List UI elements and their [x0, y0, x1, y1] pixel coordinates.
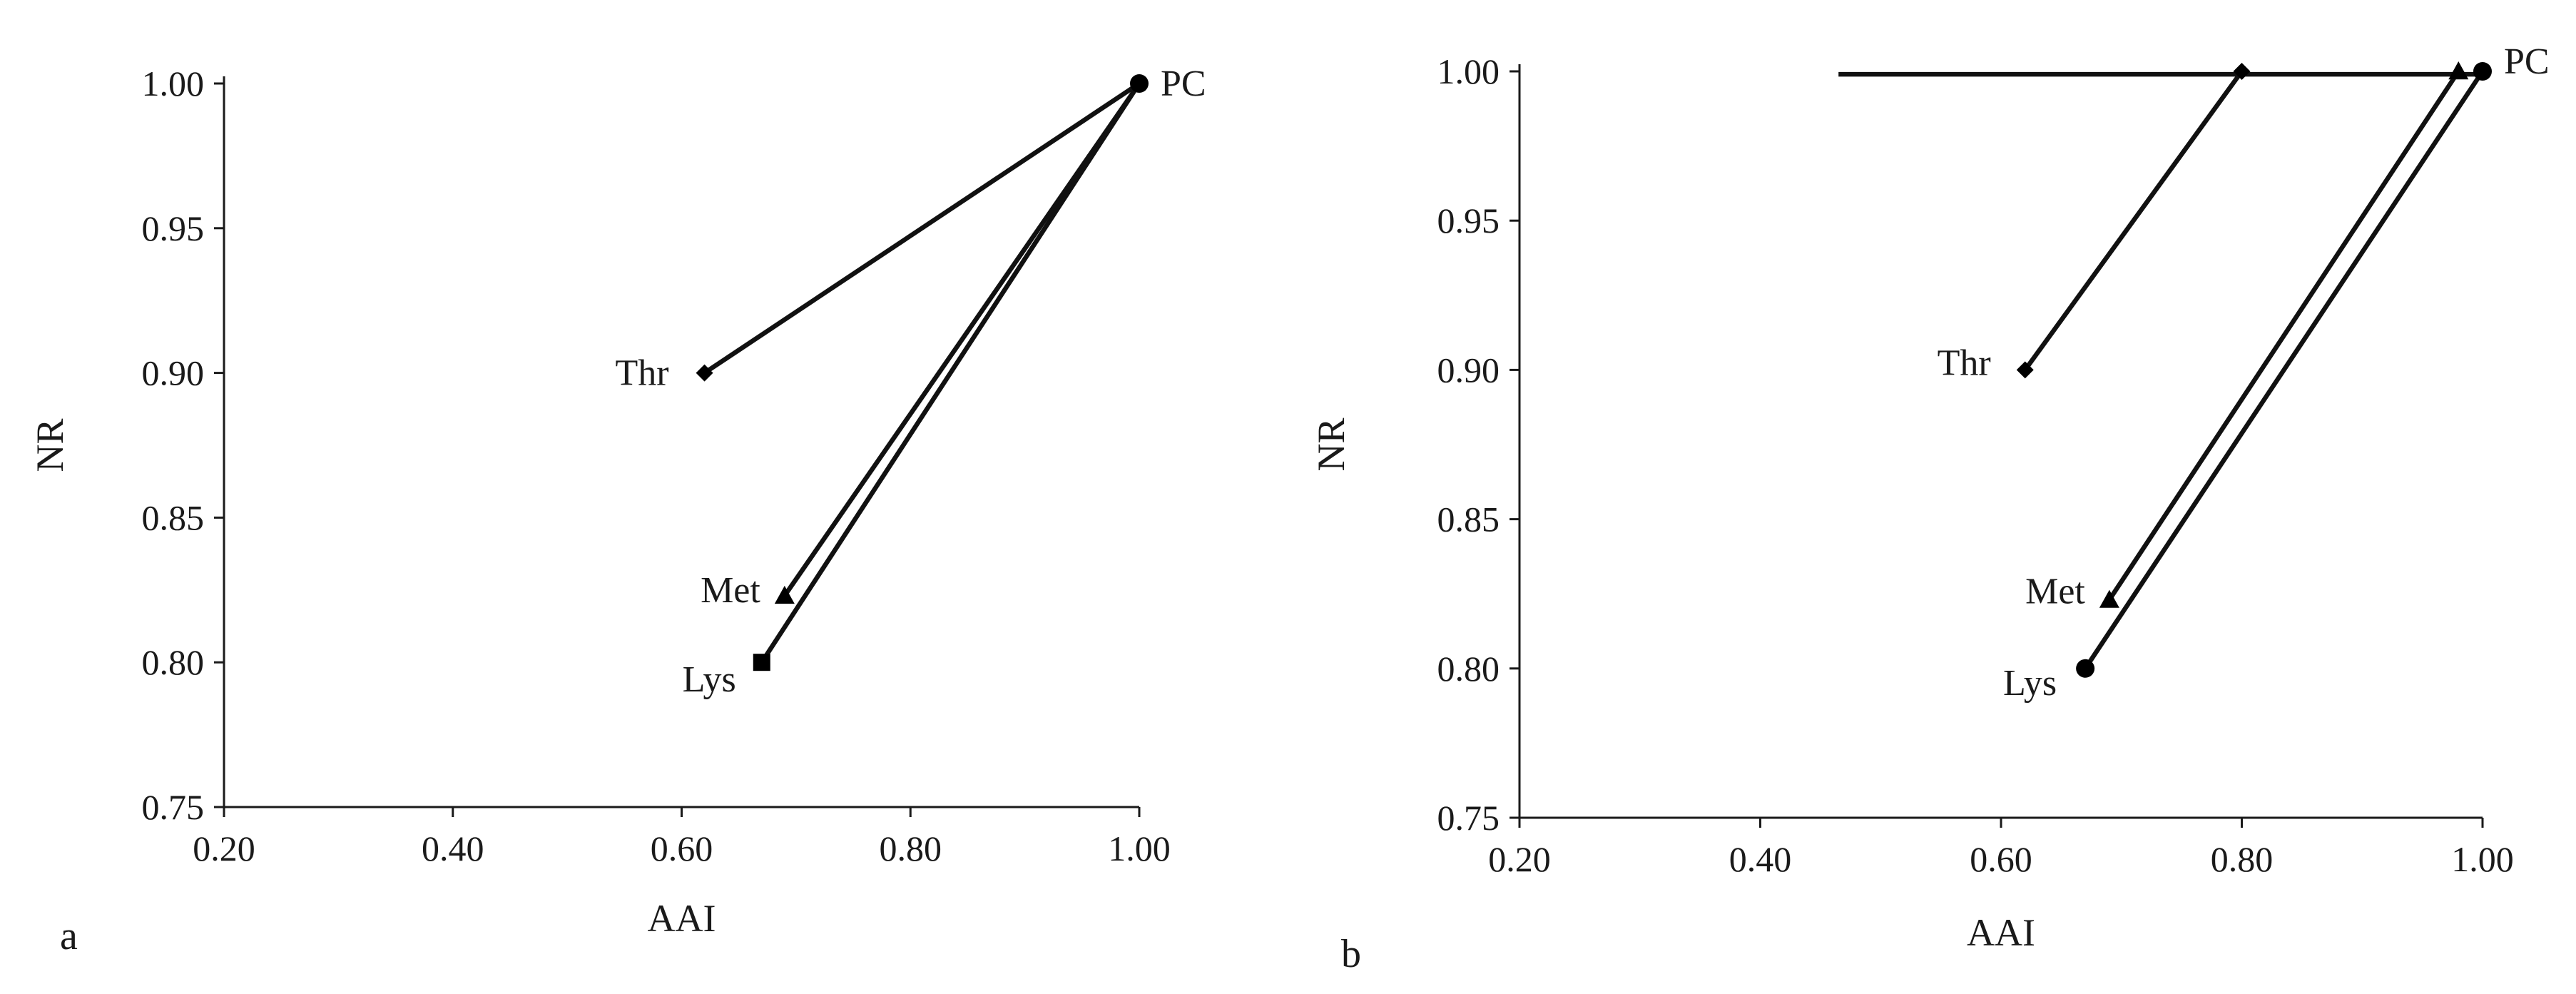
y-tick-label: 0.75: [142, 787, 205, 827]
marker-pc: [1130, 74, 1149, 93]
marker-lys: [753, 654, 770, 671]
x-tick-label: 0.40: [422, 828, 484, 868]
x-tick-label: 1.00: [2451, 839, 2514, 879]
panel-letter: a: [60, 914, 78, 958]
point-label-met: Met: [2025, 572, 2085, 612]
y-tick-label: 1.00: [1437, 51, 1500, 91]
y-tick-label: 0.90: [142, 353, 205, 393]
x-tick-label: 0.80: [880, 828, 942, 868]
x-tick-label: 0.60: [1970, 839, 2032, 879]
y-axis-title: NR: [1310, 417, 1353, 471]
x-tick-label: 1.00: [1108, 828, 1171, 868]
marker-lys: [2076, 659, 2095, 678]
marker-thr: [2016, 361, 2034, 379]
x-axis-title: AAI: [1967, 911, 2035, 954]
y-tick-label: 0.95: [142, 208, 205, 248]
series-line-met: [2107, 70, 2460, 602]
panel-letter: b: [1341, 932, 1361, 976]
marker-pc: [2473, 62, 2492, 81]
x-tick-label: 0.40: [1729, 839, 1792, 879]
y-tick-label: 0.85: [142, 497, 205, 537]
series-line-thr: [2023, 70, 2244, 372]
series-line-met: [783, 82, 1141, 597]
series-line-thr: [703, 81, 1141, 375]
x-tick-label: 0.20: [193, 828, 255, 868]
point-label-thr: Thr: [1938, 343, 1991, 383]
series-line-lys: [2083, 70, 2485, 670]
x-axis-title: AAI: [648, 897, 716, 940]
point-label-thr: Thr: [615, 353, 668, 394]
point-label-lys: Lys: [683, 659, 736, 700]
x-tick-label: 0.60: [651, 828, 713, 868]
y-tick-label: 0.80: [142, 642, 205, 682]
y-tick-label: 1.00: [142, 64, 205, 103]
point-label-pc: PC: [2504, 41, 2550, 82]
marker-thr: [2233, 63, 2251, 80]
y-tick-label: 0.80: [1437, 649, 1500, 689]
y-tick-label: 0.75: [1437, 798, 1500, 838]
marker-met: [774, 585, 795, 604]
y-tick-label: 0.95: [1437, 201, 1500, 240]
x-tick-label: 0.20: [1488, 839, 1551, 879]
series-line-lys: [760, 82, 1141, 664]
chart-panel-a: 0.75 0.80 0.85 0.90 0.95 1.00 0.20 0.40 0.60 0.80…: [29, 64, 1206, 958]
chart-panel-b: 0.75 0.80 0.85 0.90 0.95 1.00 0.20 0.40 0.60 0.80…: [1310, 41, 2550, 976]
marker-met: [2099, 589, 2119, 608]
y-tick-label: 0.85: [1437, 499, 1500, 539]
point-label-lys: Lys: [2003, 663, 2057, 704]
y-tick-label: 0.90: [1437, 350, 1500, 390]
marker-met: [2448, 61, 2469, 80]
marker-thr: [696, 364, 713, 382]
y-axis-title: NR: [29, 418, 71, 472]
point-label-pc: PC: [1161, 64, 1206, 104]
point-label-met: Met: [701, 570, 760, 611]
x-tick-label: 0.80: [2211, 839, 2274, 879]
